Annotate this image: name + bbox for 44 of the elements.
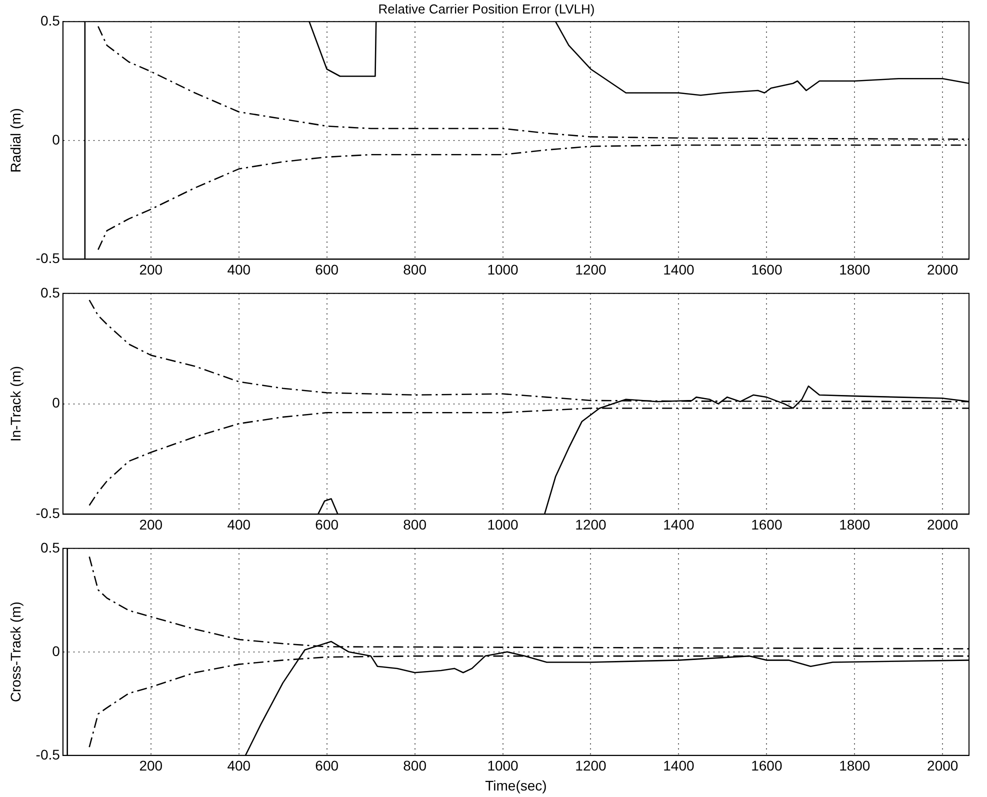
x-tick-label: 800 (403, 758, 427, 774)
x-tick-label: 400 (227, 516, 251, 532)
y-axis-title: In-Track (m) (7, 366, 24, 442)
x-tick-label: 2000 (927, 758, 958, 774)
x-tick-label: 1800 (839, 516, 870, 532)
x-tick-label: 1800 (839, 261, 870, 278)
x-axis-title: Time(sec) (485, 777, 547, 794)
x-tick-label: 1400 (663, 261, 694, 278)
y-tick-label: 0 (52, 642, 60, 659)
y-tick-label: 0 (52, 131, 60, 148)
x-tick-label: 1400 (663, 758, 694, 774)
y-axis-title: Radial (m) (7, 108, 24, 173)
x-tick-label: 600 (315, 758, 339, 774)
x-tick-label: 1800 (839, 758, 870, 774)
y-tick-label: 0 (52, 394, 60, 411)
y-tick-label: 0.5 (40, 539, 60, 556)
y-axis-title: Cross-Track (m) (7, 602, 24, 702)
y-tick-label: 0.5 (40, 284, 60, 300)
x-tick-label: 1600 (751, 516, 782, 532)
x-tick-label: 600 (315, 516, 339, 532)
x-tick-label: 200 (139, 758, 163, 774)
x-tick-label: 1000 (487, 261, 519, 278)
x-tick-label: 1200 (575, 261, 607, 278)
x-tick-label: 800 (403, 261, 427, 278)
x-tick-label: 1200 (575, 758, 607, 774)
y-tick-label: -0.5 (36, 746, 60, 762)
x-tick-label: 200 (139, 516, 163, 532)
x-tick-label: 1000 (487, 758, 519, 774)
x-tick-label: 400 (227, 261, 251, 278)
x-tick-label: 1200 (575, 516, 607, 532)
x-tick-label: 1600 (751, 261, 782, 278)
x-tick-label: 2000 (927, 261, 958, 278)
x-tick-label: 1600 (751, 758, 782, 774)
x-tick-label: 600 (315, 261, 339, 278)
x-tick-label: 200 (139, 261, 163, 278)
chart-title: Relative Carrier Position Error (LVLH) (378, 1, 595, 16)
x-tick-label: 400 (227, 758, 251, 774)
y-tick-label: -0.5 (36, 250, 60, 266)
x-tick-label: 1400 (663, 516, 694, 532)
x-tick-label: 800 (403, 516, 427, 532)
x-tick-label: 2000 (927, 516, 958, 532)
x-tick-label: 1000 (487, 516, 519, 532)
y-tick-label: -0.5 (36, 505, 60, 522)
y-tick-label: 0.5 (40, 12, 60, 28)
